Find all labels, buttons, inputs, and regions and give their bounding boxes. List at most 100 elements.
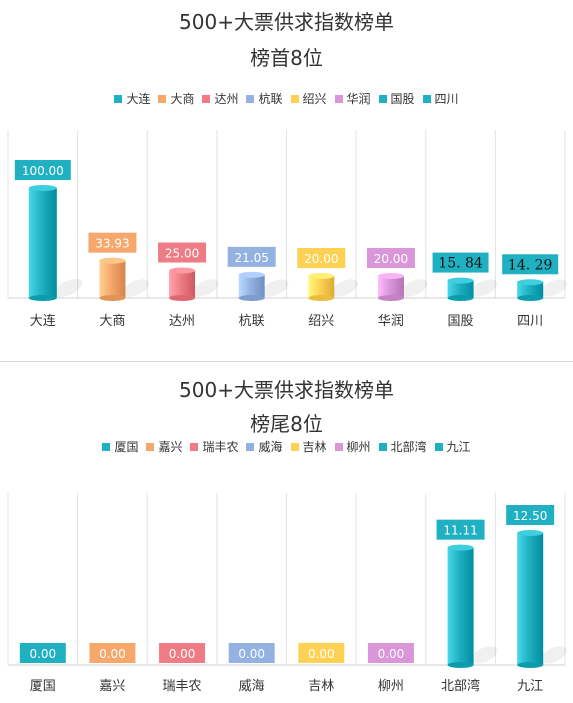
data-label-box — [367, 643, 414, 663]
bar-cap — [169, 267, 196, 274]
bar-shadow — [53, 278, 83, 298]
bar-cap — [308, 273, 335, 279]
category-label: 大商 — [99, 314, 125, 329]
chart-plot: 100.00 大连 33.93 大商 25.00 达州 21.05 杭联 20.00 绍兴 20.0… — [7, 130, 567, 329]
data-label-box — [227, 246, 276, 267]
legend-swatch — [378, 95, 387, 103]
bar[interactable] — [447, 280, 474, 298]
legend-swatch — [290, 443, 299, 451]
legend-label: 瑞丰农 — [202, 440, 239, 454]
category-label: 绍兴 — [308, 314, 334, 329]
bar-shadow — [540, 646, 567, 664]
bar[interactable] — [377, 276, 404, 298]
bar-shadow — [401, 279, 428, 297]
data-label-box — [506, 505, 555, 525]
chart-title: 500+大票供求指数榜单 — [179, 378, 394, 402]
data-label-box — [19, 643, 66, 663]
legend-item[interactable]: 大连 — [114, 90, 150, 107]
bar-cap — [447, 544, 474, 551]
legend-label: 大商 — [170, 92, 195, 106]
bar-shadow — [470, 279, 498, 297]
data-label-box — [228, 643, 275, 663]
bar[interactable] — [517, 282, 544, 298]
legend-label: 吉林 — [302, 440, 327, 454]
legend-swatch — [246, 443, 255, 451]
bar-base — [169, 295, 196, 301]
category-label: 四川 — [517, 314, 543, 329]
data-label: 0.00 — [238, 647, 265, 661]
bar-base — [517, 295, 544, 301]
legend-item[interactable]: 华润 — [334, 90, 371, 107]
bar[interactable] — [99, 260, 126, 298]
legend-label: 四川 — [434, 92, 459, 106]
data-label-box — [89, 643, 136, 663]
data-label: 0.00 — [308, 647, 335, 661]
category-label: 九江 — [517, 679, 543, 694]
legend-item[interactable]: 嘉兴 — [146, 438, 182, 455]
bar-base — [447, 295, 474, 301]
category-label: 国股 — [448, 314, 474, 329]
legend-label: 嘉兴 — [158, 440, 183, 454]
category-label: 杭联 — [239, 314, 265, 329]
legend-item[interactable]: 四川 — [422, 90, 459, 107]
legend-item[interactable]: 吉林 — [290, 438, 327, 455]
section-divider — [0, 361, 573, 362]
category-label: 柳州 — [378, 679, 404, 694]
category-label: 厦国 — [30, 679, 56, 694]
data-label: 11.11 — [443, 524, 477, 538]
legend-item[interactable]: 国股 — [378, 90, 415, 107]
bar-base — [517, 662, 544, 668]
data-label: 100.00 — [22, 164, 64, 178]
data-label-box — [298, 643, 345, 663]
legend-swatch — [202, 95, 211, 103]
chart-legend: 厦国 嘉兴 瑞丰农 威海 吉林 柳州 北部湾 九江 — [0, 438, 573, 455]
bar[interactable] — [308, 276, 335, 298]
data-label: 20.00 — [374, 252, 408, 266]
bar[interactable] — [517, 533, 544, 665]
chart-plot: 0.00 厦国 0.00 嘉兴 0.00 瑞丰农 0.00 威海 0.00 吉林 0.00 柳州 11.… — [7, 493, 567, 694]
legend-item[interactable]: 大商 — [158, 90, 194, 107]
legend-item[interactable]: 北部湾 — [378, 438, 427, 455]
data-label: 33.93 — [95, 237, 129, 251]
legend-item[interactable]: 威海 — [246, 438, 283, 455]
data-label: 15. 84 — [438, 256, 483, 272]
data-label: 0.00 — [378, 647, 405, 661]
category-label: 嘉兴 — [99, 679, 125, 694]
legend-swatch — [114, 95, 123, 103]
legend-label: 柳州 — [346, 440, 371, 454]
bar-shadow — [540, 279, 567, 297]
bar-base — [377, 295, 404, 301]
legend-swatch — [102, 443, 111, 451]
legend-label: 国股 — [390, 92, 415, 106]
legend-item[interactable]: 厦国 — [102, 438, 138, 455]
legend-item[interactable]: 达州 — [202, 90, 238, 107]
bar[interactable] — [238, 274, 265, 298]
bar[interactable] — [169, 270, 196, 299]
legend-swatch — [422, 95, 431, 103]
bar-shadow — [470, 646, 498, 664]
bar-base — [28, 295, 57, 301]
bar-base — [238, 295, 265, 301]
legend-swatch — [246, 95, 255, 103]
data-label: 0.00 — [99, 647, 126, 661]
legend-item[interactable]: 绍兴 — [290, 90, 327, 107]
legend-item[interactable]: 瑞丰农 — [190, 438, 238, 455]
data-label-box — [297, 248, 346, 268]
legend-item[interactable]: 柳州 — [334, 438, 371, 455]
bar[interactable] — [28, 188, 57, 298]
data-label-box — [158, 242, 207, 263]
data-label: 12.50 — [513, 509, 547, 523]
data-label: 20.00 — [304, 252, 338, 266]
bar[interactable] — [447, 547, 474, 665]
bar-shadow — [261, 279, 289, 297]
bar-cap — [447, 277, 474, 284]
legend-item[interactable]: 杭联 — [246, 90, 283, 107]
chart-bottom: 500+大票供求指数榜单 榜尾8位 厦国 嘉兴 瑞丰农 威海 吉林 柳州 北部湾 九江 0.0… — [0, 368, 573, 702]
data-label-box — [432, 252, 489, 273]
category-label: 达州 — [169, 314, 195, 329]
chart-title: 500+大票供求指数榜单 — [179, 10, 394, 34]
bar-shadow — [331, 279, 359, 297]
category-label: 威海 — [239, 679, 265, 694]
legend-item[interactable]: 九江 — [434, 438, 471, 455]
bar-shadow — [192, 279, 219, 297]
